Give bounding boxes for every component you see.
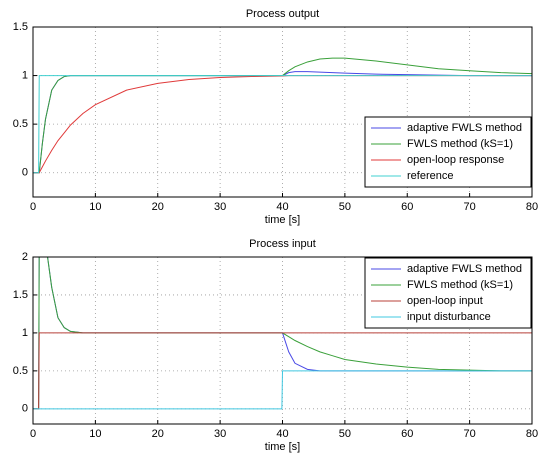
x-tick-label: 40: [276, 428, 288, 440]
legend-label: open-loop input: [407, 295, 483, 307]
x-tick-label: 80: [526, 201, 538, 213]
subplot: Process output 0 10 20 30 40 50 60 70 80 0 0.5 1 1.5 t…: [13, 8, 538, 226]
x-tick-label: 30: [214, 428, 226, 440]
x-axis-label: time [s]: [265, 214, 300, 226]
series-line: [33, 370, 532, 410]
legend-label: FWLS method (kS=1): [407, 138, 513, 150]
legend-label: adaptive FWLS method: [407, 122, 522, 134]
series-line: [33, 332, 532, 410]
x-tick-label: 50: [339, 201, 351, 213]
x-tick-label: 0: [30, 428, 36, 440]
x-tick-label: 60: [401, 428, 413, 440]
x-tick-label: 70: [464, 428, 476, 440]
legend-label: reference: [407, 170, 453, 182]
axes-box: [32, 26, 533, 198]
axes-box: [32, 256, 533, 425]
legend-label: input disturbance: [407, 311, 491, 323]
series-line: [33, 75, 532, 174]
chart-title: Process output: [246, 8, 319, 20]
x-tick-label: 60: [401, 201, 413, 213]
y-tick-label: 1.5: [13, 289, 28, 301]
y-tick-label: 0.5: [13, 365, 28, 377]
x-tick-label: 10: [89, 201, 101, 213]
legend-label: open-loop response: [407, 154, 504, 166]
x-tick-label: 30: [214, 201, 226, 213]
y-tick-label: 1: [22, 69, 28, 81]
y-tick-label: 0: [22, 403, 28, 415]
y-tick-label: 0.5: [13, 118, 28, 130]
x-tick-label: 40: [276, 201, 288, 213]
x-tick-label: 10: [89, 428, 101, 440]
y-tick-label: 1: [22, 327, 28, 339]
x-tick-label: 0: [30, 201, 36, 213]
legend-box: [364, 116, 532, 188]
x-tick-label: 20: [152, 428, 164, 440]
x-tick-label: 50: [339, 428, 351, 440]
legend-label: adaptive FWLS method: [407, 263, 522, 275]
y-tick-label: 1.5: [13, 21, 28, 33]
legend-label: FWLS method (kS=1): [407, 279, 513, 291]
subplot: Process input 0 10 20 30 40 50 60 70 80 0 0.5 1 1.5 2 t…: [13, 238, 538, 453]
chart-title: Process input: [249, 238, 316, 250]
x-axis-label: time [s]: [265, 441, 300, 453]
x-tick-label: 80: [526, 428, 538, 440]
legend-box: [364, 257, 532, 329]
y-tick-label: 2: [22, 251, 28, 263]
x-tick-label: 20: [152, 201, 164, 213]
y-tick-label: 0: [22, 167, 28, 179]
x-tick-label: 70: [464, 201, 476, 213]
